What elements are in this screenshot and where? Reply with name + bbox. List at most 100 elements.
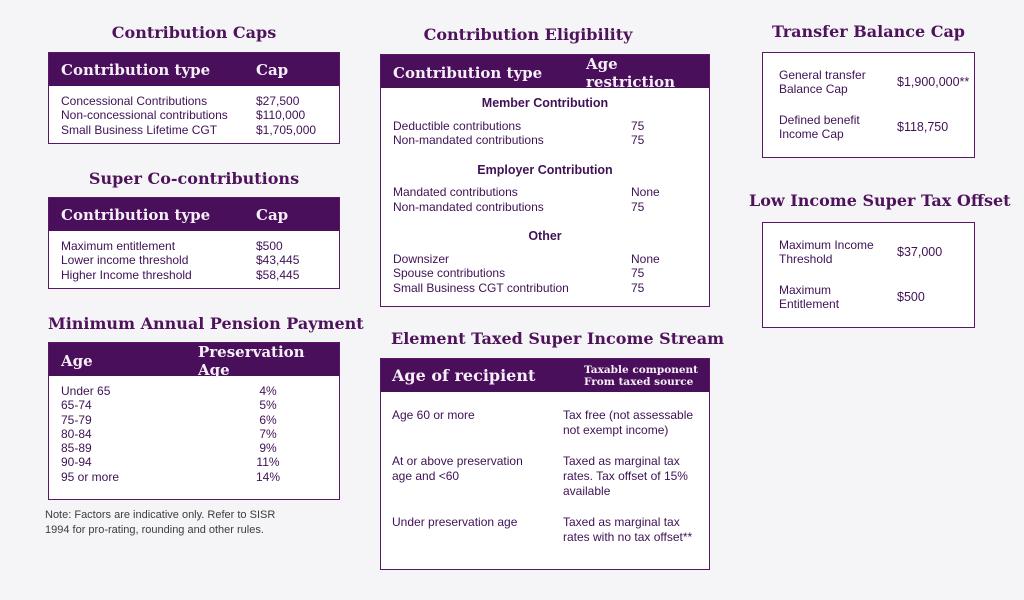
- table-row: Maximum Income Threshold $37,000: [763, 238, 974, 266]
- row-value: $43,445: [256, 253, 300, 268]
- table-header: Age of recipient Taxable component From …: [381, 359, 709, 392]
- footnote: Note: Factors are indicative only. Refer…: [45, 508, 325, 538]
- table-body: Concessional Contributions $27,500 Non-c…: [49, 86, 339, 137]
- table-body: Maximum entitlement $500 Lower income th…: [49, 231, 339, 282]
- table-header: Contribution type Age restriction: [381, 55, 709, 91]
- table-row: General transfer Balance Cap $1,900,000*…: [763, 68, 974, 96]
- row-label: Higher Income threshold: [61, 267, 192, 282]
- table-row: Downsizer None: [381, 252, 709, 267]
- row-value: 75: [631, 133, 645, 147]
- table-header: Contribution type Cap: [49, 53, 339, 86]
- table-row: 75-79 6%: [49, 413, 339, 427]
- row-value: $1,705,000: [256, 122, 317, 137]
- column-header: Cap: [256, 60, 289, 79]
- table-row: Maximum entitlement $500: [49, 239, 339, 253]
- table-row: Small Business Lifetime CGT $1,705,000: [49, 123, 339, 137]
- row-label: Mandated contributions: [393, 185, 518, 199]
- row-label: Maximum Entitlement: [779, 283, 840, 311]
- column-header-line: Taxable component: [584, 363, 698, 376]
- column-header-line: From taxed source: [584, 375, 694, 388]
- row-label: Downsizer: [393, 251, 450, 266]
- row-value: 75: [631, 199, 645, 214]
- footnote-line: Note: Factors are indicative only. Refer…: [45, 509, 276, 521]
- row-label: Lower income threshold: [61, 253, 189, 268]
- row-label: Defined benefit Income Cap: [779, 113, 860, 141]
- column-header: Age of recipient: [392, 366, 536, 385]
- column-header: Age restriction: [586, 55, 676, 91]
- row-label: Concessional Contributions: [61, 94, 208, 108]
- row-value: None: [631, 185, 660, 199]
- row-label: Age 60 or more: [392, 408, 475, 422]
- element-taxed-super-income-stream-title: Element Taxed Super Income Stream: [391, 329, 724, 348]
- row-label: 80-84: [61, 426, 92, 441]
- row-label: Spouse contributions: [393, 266, 506, 280]
- table-row: Non-mandated contributions 75: [381, 133, 709, 148]
- row-label: 95 or more: [61, 469, 120, 484]
- row-value: $37,000: [897, 244, 943, 259]
- table-row: Age 60 or more Tax free (not assessable …: [381, 408, 709, 438]
- row-label: Small Business Lifetime CGT: [61, 122, 218, 137]
- row-value: 9%: [259, 441, 277, 456]
- row-label: At or above preservation age and <60: [392, 454, 523, 483]
- column-header: Cap: [256, 205, 289, 224]
- row-value: 75: [631, 266, 645, 280]
- contribution-eligibility-table: Contribution type Age restriction Member…: [380, 54, 710, 307]
- minimum-annual-pension-payment-title: Minimum Annual Pension Payment: [48, 314, 364, 333]
- section-header: Member Contribution: [481, 96, 609, 110]
- table-row: Small Business CGT contribution 75: [381, 281, 709, 296]
- row-value: $1,900,000**: [897, 74, 970, 89]
- table-row: At or above preservation age and <60 Tax…: [381, 454, 709, 499]
- table-row: 95 or more 14%: [49, 470, 339, 484]
- table-row: Concessional Contributions $27,500: [49, 94, 339, 108]
- table-row: Under preservation age Taxed as marginal…: [381, 515, 709, 545]
- row-value: 11%: [256, 455, 280, 470]
- table-body: Age 60 or more Tax free (not assessable …: [381, 408, 709, 545]
- column-header: Taxable component From taxed source: [584, 364, 709, 388]
- transfer-balance-cap-title: Transfer Balance Cap: [772, 22, 965, 41]
- row-value: Taxed as marginal tax rates with no tax …: [563, 515, 693, 544]
- column-header: Contribution type: [61, 205, 211, 224]
- column-header: Contribution type: [61, 60, 211, 79]
- row-label: Non-concessional contributions: [61, 108, 228, 123]
- row-value: Taxed as marginal tax rates. Tax offset …: [563, 454, 688, 498]
- table-row: 90-94 11%: [49, 455, 339, 469]
- row-value: 4%: [259, 384, 277, 398]
- element-taxed-super-income-stream-table: Age of recipient Taxable component From …: [380, 358, 710, 570]
- row-value: 75: [631, 280, 645, 295]
- contribution-eligibility-title: Contribution Eligibility: [423, 25, 633, 44]
- section-header: Employer Contribution: [477, 162, 613, 177]
- row-label: Non-mandated contributions: [393, 199, 544, 214]
- row-label: Under preservation age: [392, 515, 518, 529]
- minimum-annual-pension-payment-table: Age Preservation Age Under 65 4% 65-74 5…: [48, 342, 340, 500]
- row-label: Non-mandated contributions: [393, 133, 544, 147]
- row-label: General transfer Balance Cap: [779, 68, 866, 96]
- super-co-contributions-table: Contribution type Cap Maximum entitlemen…: [48, 197, 340, 289]
- super-co-contributions-title: Super Co-contributions: [88, 169, 300, 188]
- row-value: $118,750: [897, 119, 949, 134]
- row-label: Maximum entitlement: [61, 239, 176, 253]
- row-label: Maximum Income Threshold: [779, 238, 874, 266]
- low-income-super-tax-offset-title: Low Income Super Tax Offset: [749, 191, 1011, 210]
- table-header: Age Preservation Age: [49, 343, 339, 379]
- table-row: Maximum Entitlement $500: [763, 283, 974, 311]
- row-label: 90-94: [61, 455, 92, 470]
- transfer-balance-cap-box: General transfer Balance Cap $1,900,000*…: [762, 52, 975, 158]
- row-value: 14%: [255, 469, 281, 484]
- table-row: Non-concessional contributions $110,000: [49, 108, 339, 122]
- row-label: 75-79: [61, 412, 92, 427]
- table-row: Defined benefit Income Cap $118,750: [763, 113, 974, 141]
- table-body: Member Contribution Deductible contribut…: [381, 96, 709, 295]
- row-value: Tax free (not assessable not exempt inco…: [563, 408, 694, 437]
- row-label: 85-89: [61, 441, 92, 456]
- row-value: None: [631, 251, 660, 266]
- column-header: Age: [61, 352, 93, 370]
- row-label: Deductible contributions: [393, 118, 522, 133]
- row-value: $500: [897, 289, 925, 304]
- table-row: Under 65 4%: [49, 384, 339, 398]
- contribution-caps-table: Contribution type Cap Concessional Contr…: [48, 52, 340, 144]
- row-value: $500: [256, 239, 283, 253]
- row-value: 75: [631, 118, 645, 133]
- column-header: Preservation Age: [198, 343, 305, 379]
- row-label: Under 65: [61, 384, 111, 398]
